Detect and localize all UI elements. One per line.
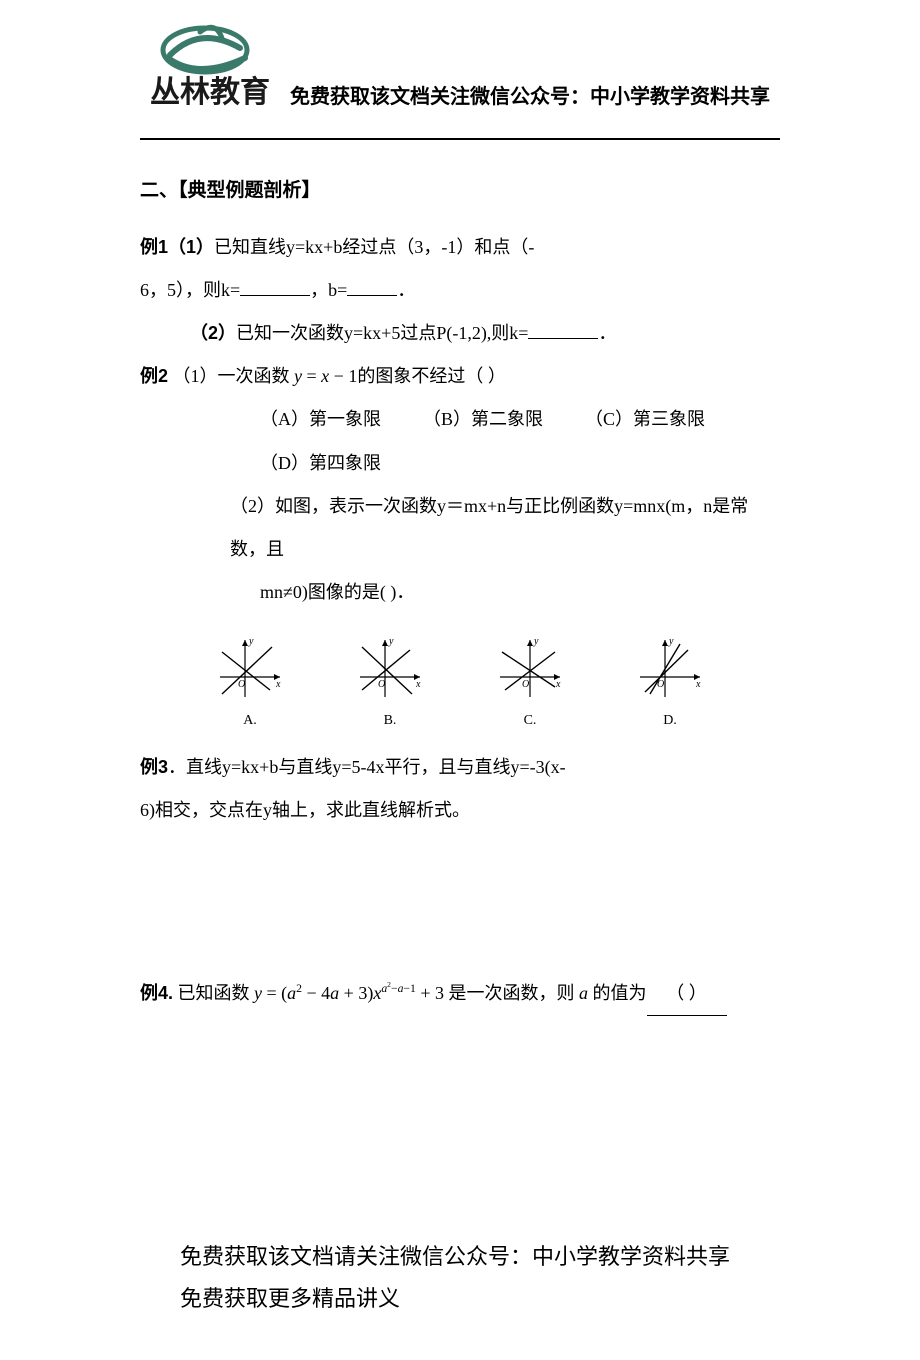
ex4-a1: a [287,983,296,1003]
ex1-p2-text-b: ． [598,323,616,343]
svg-text:x: x [695,679,701,690]
ex1-p1-text-c: ，b= [310,280,347,300]
example-2-part2: （2）如图，表示一次函数y＝mx+n与正比例函数y=mnx(m，n是常数，且 [140,485,780,571]
ex1-p1-lead: （1） [168,237,214,257]
ex1-p1-text-b: 6，5），则k= [140,280,240,300]
ex2-expr-eq: = [302,366,321,386]
ex1-p1-text-a: 已知直线y=kx+b经过点（3，-1）和点（- [214,237,534,257]
section-title: 二、【典型例题剖析】 [140,168,780,214]
figure-row: y x O A. y x O [140,632,780,738]
svg-text:y: y [388,636,394,647]
example-3-cont: 6)相交，交点在y轴上，求此直线解析式。 [140,789,780,832]
ex4-answer-blank: （ ） [647,972,727,1016]
ex2-p1-a: 一次函数 [218,366,295,386]
page-header: 丛林教育 免费获取该文档关注微信公众号：中小学教学资料共享 [80,20,840,120]
blank-b [347,276,397,296]
ex3-line2: 6)相交，交点在y轴上，求此直线解析式。 [140,800,470,820]
ex4-label: 例4. [140,983,173,1003]
ex4-text-b: 是一次函数，则 [444,983,579,1003]
document-body: 二、【典型例题剖析】 例1（1）已知直线y=kx+b经过点（3，-1）和点（- … [80,168,840,1320]
opt-b: （B）第二象限 [423,409,543,429]
header-divider [140,138,780,140]
fig-c-label: C. [480,704,580,738]
ex4-sup-tail: −1 [403,982,415,995]
example-2-options: （A）第一象限 （B）第二象限 （C）第三象限 （D）第四象限 [140,398,780,484]
ex2-label: 例2 [140,366,168,386]
footer-line1: 免费获取该文档请关注微信公众号：中小学教学资料共享 [180,1236,780,1278]
ex4-sup: a2−a−1 [381,982,416,995]
ex1-p2-lead: （2） [190,323,236,343]
axis-y-label: y [248,636,254,647]
spacer [140,832,780,972]
example-1-cont: 6，5），则k= ，b= ． [140,269,780,312]
footer-line2: 免费获取更多精品讲义 [180,1278,780,1320]
ex2-p1-lead: （1） [173,366,218,386]
logo-text: 丛林教育 [150,75,270,109]
fig-b-label: B. [340,704,440,738]
fig-d-label: D. [620,704,720,738]
opt-c: （C）第三象限 [585,409,705,429]
figure-d: y x O D. [620,632,720,738]
axis-x-label: x [275,679,281,690]
ex2-p2-lead: （2） [230,496,275,516]
blank-k [240,276,310,296]
ex2-p1-b: 的图象不经过（ ） [357,366,506,386]
opt-d: （D）第四象限 [260,453,381,473]
figure-a: y x O A. [200,632,300,738]
svg-text:x: x [415,679,421,690]
blank-k2 [528,319,598,339]
brand-logo: 丛林教育 [140,20,290,115]
ex4-sup-mid: − [391,982,398,995]
footer-block: 免费获取该文档请关注微信公众号：中小学教学资料共享 免费获取更多精品讲义 [140,1236,780,1320]
ex4-tail: + 3 [416,983,444,1003]
origin-label: O [238,679,245,690]
ex3-label: 例3 [140,757,168,777]
example-1-part2: （2）已知一次函数y=kx+5过点P(-1,2),则k= ． [140,312,780,355]
header-tagline: 免费获取该文档关注微信公众号：中小学教学资料共享 [290,80,770,109]
ex1-label: 例1 [140,237,168,257]
ex2-p2-a: 如图，表示一次函数y＝mx+n与正比例函数y=mnx(m，n是常数，且 [230,496,748,559]
ex4-eq: = ( [262,983,287,1003]
ex4-y: y [254,983,262,1003]
ex2-expr-x: x [321,366,329,386]
example-4: 例4. 已知函数 y = (a2 − 4a + 3)xa2−a−1 + 3 是一… [140,972,780,1016]
svg-text:O: O [522,679,529,690]
figure-c: y x O C. [480,632,580,738]
figure-b: y x O B. [340,632,440,738]
ex4-a2: a [330,983,339,1003]
ex4-text-a: 已知函数 [173,983,254,1003]
example-2-part2-cont: mn≠0)图像的是( )． [140,571,780,614]
svg-text:O: O [378,679,385,690]
fig-a-label: A. [200,704,300,738]
ex1-p1-text-d: ． [397,280,415,300]
opt-a: （A）第一象限 [260,409,381,429]
ex2-p2-b: mn≠0)图像的是( )． [260,582,414,602]
ex2-expr-tail: − 1 [329,366,357,386]
ex4-text-c: 的值为 [588,983,647,1003]
svg-text:y: y [668,636,674,647]
svg-text:x: x [555,679,561,690]
ex4-a3: a [579,983,588,1003]
ex4-mid1: − 4 [302,983,330,1003]
ex1-p2-text-a: 已知一次函数y=kx+5过点P(-1,2),则k= [236,323,528,343]
example-1: 例1（1）已知直线y=kx+b经过点（3，-1）和点（- [140,226,780,269]
example-2: 例2 （1）一次函数 y = x − 1的图象不经过（ ） [140,355,780,398]
ex4-mid2: + 3) [339,983,373,1003]
ex2-expr-y: y [294,366,302,386]
ex3-line1: ．直线y=kx+b与直线y=5-4x平行，且与直线y=-3(x- [168,757,566,777]
example-3: 例3．直线y=kx+b与直线y=5-4x平行，且与直线y=-3(x- [140,746,780,789]
svg-text:y: y [533,636,539,647]
